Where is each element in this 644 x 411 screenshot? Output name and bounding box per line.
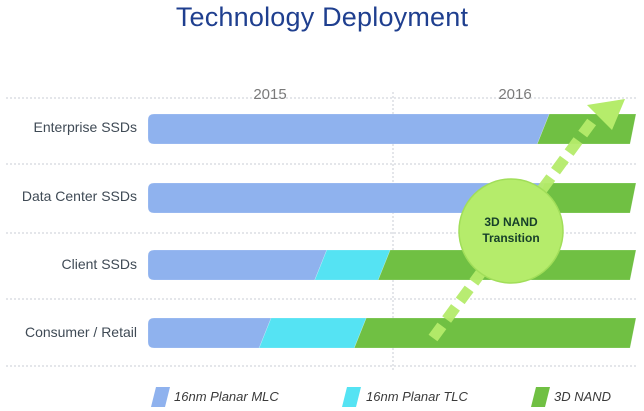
legend-swatches	[151, 387, 550, 407]
row-label-data-center: Data Center SSDs	[21, 188, 137, 204]
row-label-consumer: Consumer / Retail	[24, 324, 137, 340]
legend-label-3d-nand: 3D NAND	[554, 389, 612, 404]
bars-layer	[147, 113, 637, 349]
row-label-enterprise: Enterprise SSDs	[33, 119, 137, 135]
transition-bubble-text: 3D NAND Transition	[458, 214, 564, 246]
transition-line-2: Transition	[482, 231, 540, 245]
legend-swatch-1	[342, 387, 361, 407]
bar-0-16nm-planar-mlc	[147, 113, 550, 145]
bar-2-16nm-planar-tlc	[314, 249, 391, 281]
row-label-client: Client SSDs	[61, 256, 137, 272]
transition-line-1: 3D NAND	[484, 215, 538, 229]
transition-arrow-head	[587, 99, 625, 130]
transition-bubble	[458, 178, 564, 284]
legend-swatch-0	[151, 387, 170, 407]
bar-3-16nm-planar-tlc	[258, 317, 367, 349]
bar-3-3d-nand	[353, 317, 637, 349]
bar-1-16nm-planar-mlc	[147, 182, 545, 214]
bar-3-16nm-planar-mlc	[147, 317, 272, 349]
bar-2-16nm-planar-mlc	[147, 249, 328, 281]
legend-label-tlc: 16nm Planar TLC	[366, 389, 468, 404]
year-label-2015: 2015	[253, 86, 287, 103]
transition-arrow	[428, 99, 625, 342]
year-label-2016: 2016	[498, 86, 532, 103]
legend-swatch-2	[531, 387, 550, 407]
legend-label-mlc: 16nm Planar MLC	[174, 389, 279, 404]
grid-layer	[6, 92, 636, 372]
diagram-title: Technology Deployment	[175, 2, 469, 32]
